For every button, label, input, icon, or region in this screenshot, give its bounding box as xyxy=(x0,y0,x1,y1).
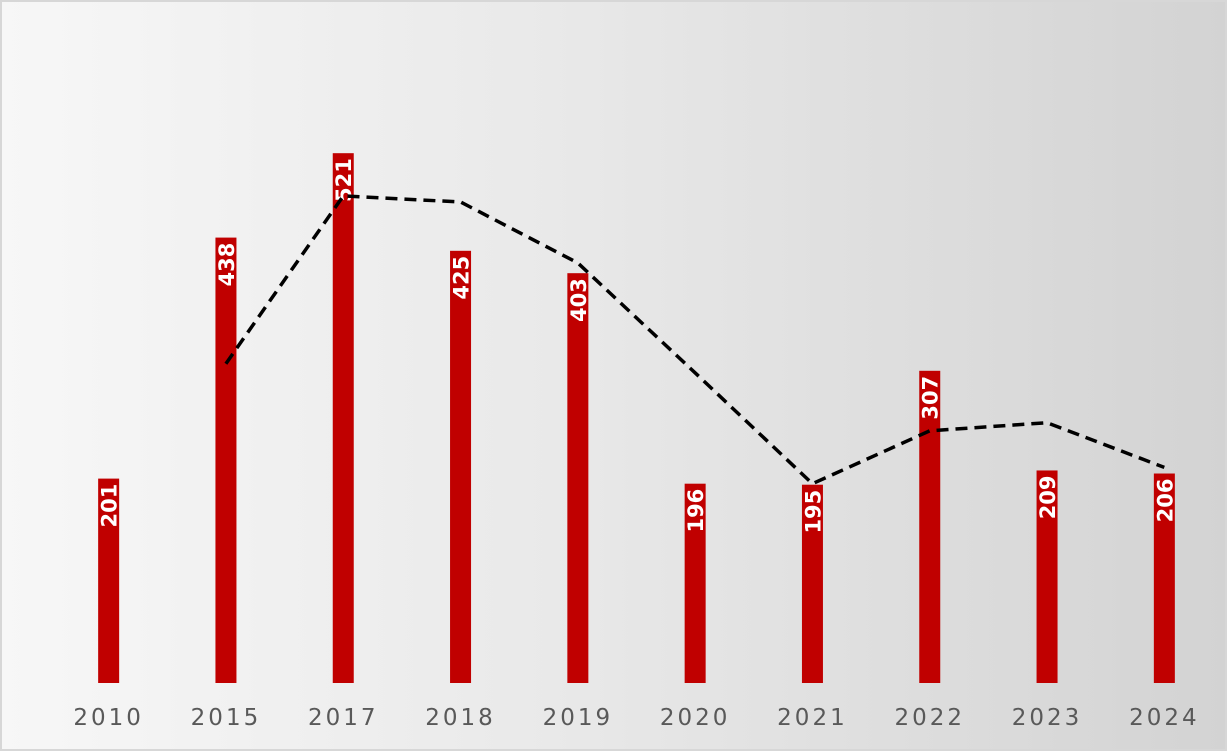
x-tick-2017: 2017 xyxy=(308,705,379,731)
x-tick-2015: 2015 xyxy=(191,705,262,731)
data-label-2023: 209 xyxy=(1036,475,1060,519)
data-label-2021: 195 xyxy=(801,490,825,534)
data-label-2015: 438 xyxy=(215,243,239,287)
x-tick-2022: 2022 xyxy=(894,705,965,731)
bar-2019 xyxy=(567,273,589,683)
bars-group xyxy=(98,153,1175,684)
x-tick-2018: 2018 xyxy=(425,705,496,731)
data-label-2020: 196 xyxy=(684,489,708,533)
x-tick-2020: 2020 xyxy=(660,705,731,731)
bar-2020 xyxy=(684,483,706,683)
bar-2017 xyxy=(332,153,354,683)
bar-2018 xyxy=(450,250,472,684)
data-label-2018: 425 xyxy=(450,256,474,300)
bar-2021 xyxy=(801,484,823,683)
x-tick-2019: 2019 xyxy=(543,705,614,731)
data-label-2010: 201 xyxy=(98,484,122,528)
data-label-2019: 403 xyxy=(567,278,591,322)
bar-2023 xyxy=(1036,470,1058,683)
x-tick-2010: 2010 xyxy=(73,705,144,731)
x-tick-2024: 2024 xyxy=(1129,705,1200,731)
data-label-2022: 307 xyxy=(919,376,943,420)
trend-line xyxy=(224,194,1165,486)
bar-2022 xyxy=(919,370,941,683)
data-label-2024: 206 xyxy=(1153,479,1177,523)
x-tick-2023: 2023 xyxy=(1012,705,1083,731)
x-axis-ticks: 2010 2015 2017 2018 2019 2020 2021 2022 2023 2024 xyxy=(73,705,1200,731)
bar-2024 xyxy=(1153,473,1175,683)
bar-2010 xyxy=(98,478,120,683)
x-tick-2021: 2021 xyxy=(777,705,848,731)
bar-2015 xyxy=(215,237,237,683)
